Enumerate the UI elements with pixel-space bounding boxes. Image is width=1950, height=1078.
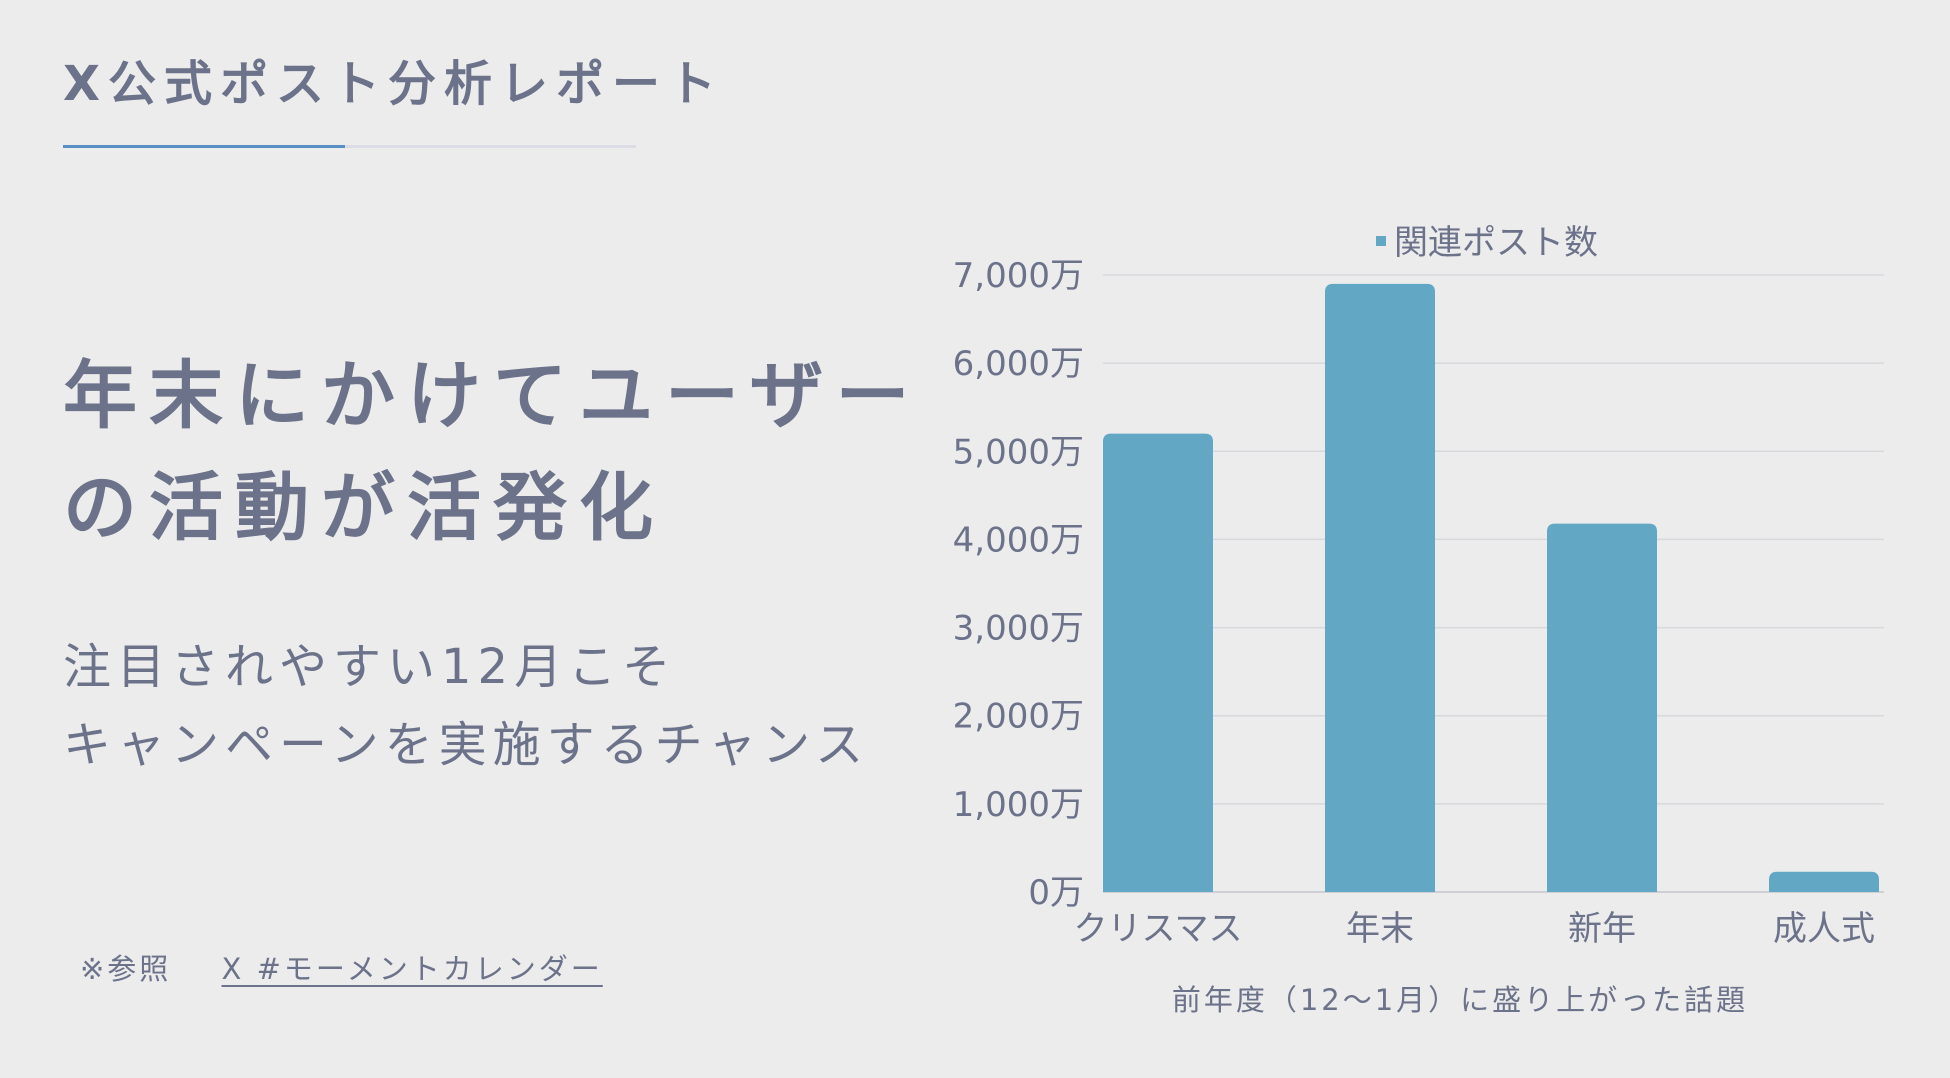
y-tick-label: 2,000万 [953,697,1084,737]
chart-y-tick-labels: 0万 1,000万 2,000万 3,000万 4,000万 5,000万 6,000万 7,… [953,256,1084,913]
x-tick-label: クリスマス [1074,909,1243,949]
bar-3 [1547,523,1657,892]
chart-legend: 関連ポスト数 [1376,223,1598,263]
y-tick-label: 5,000万 [953,432,1084,472]
y-tick-label: 1,000万 [953,785,1084,825]
title-underline-accent [63,145,345,148]
chart-bars [1103,283,1879,892]
x-axis-title: 前年度（12〜1月）に盛り上がった話題 [1172,983,1748,1017]
headline-line-2: の活動が活発化 [63,465,665,551]
headline: 年末にかけてユーザー の活動が活発化 [63,340,922,564]
x-tick-label: 年末 [1346,909,1414,949]
y-tick-label: 7,000万 [953,256,1084,296]
bar-4 [1769,871,1879,892]
chart-x-tick-labels: クリスマス 年末 新年 成人式 [1074,909,1875,949]
report-title: X公式ポスト分析レポート [63,56,725,112]
legend-label: 関連ポスト数 [1394,223,1598,263]
source-prefix: ※参照 [80,952,172,986]
x-tick-label: 新年 [1568,909,1636,949]
subcopy-line-2: キャンペーンを実施するチャンス [63,717,870,773]
y-tick-label: 4,000万 [953,520,1084,560]
subcopy: 注目されやすい12月こそ キャンペーンを実施するチャンス [63,628,869,784]
chart-gridlines [1103,274,1884,893]
bar-2 [1325,283,1435,892]
subcopy-line-1: 注目されやすい12月こそ [63,639,677,695]
y-tick-label: 0万 [1028,873,1084,913]
title-underline [63,145,636,148]
y-tick-label: 6,000万 [953,344,1084,384]
y-tick-label: 3,000万 [953,609,1084,649]
x-tick-label: 成人式 [1773,909,1875,949]
bar-1 [1103,433,1213,892]
headline-line-1: 年末にかけてユーザー [63,353,922,439]
legend-swatch [1376,236,1386,246]
source-note: ※参照 X #モーメントカレンダー [80,946,603,988]
source-link[interactable]: X #モーメントカレンダー [221,952,603,986]
